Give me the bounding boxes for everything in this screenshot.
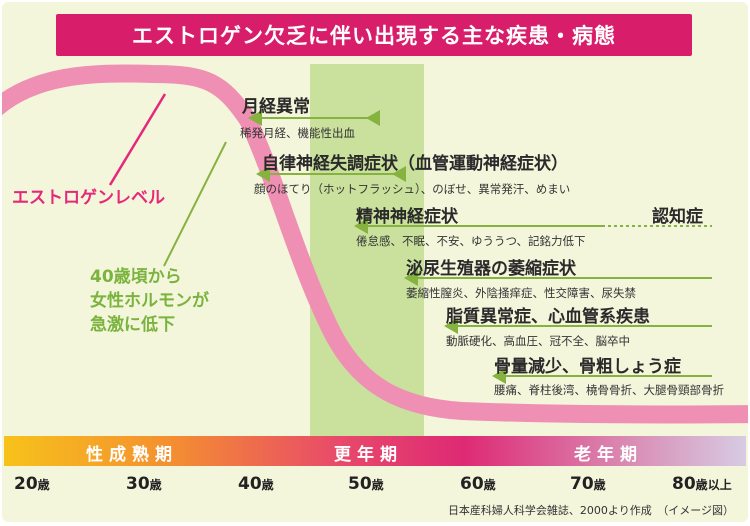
age-tick-30: 30歳 [126, 474, 162, 494]
condition-psycho-detail: 倦怠感、不眠、不安、ゆううつ、記銘力低下 [356, 234, 586, 248]
condition-bone-name: 骨量減少、骨粗しょう症 [494, 357, 681, 377]
condition-cardio-name: 脂質異常症、心血管系疾患 [446, 307, 650, 327]
decline-note-line-3: 急激に低下 [90, 315, 175, 335]
age-tick-70: 70歳 [570, 474, 606, 494]
age-tick-60: 60歳 [460, 474, 496, 494]
estrogen-curve [2, 64, 748, 424]
decline-note-leader [163, 141, 227, 267]
phase-reproductive: 性成熟期 [86, 445, 178, 465]
phase-menopause: 更年期 [334, 445, 403, 465]
life-phase-bar [4, 436, 746, 466]
condition-psycho-name: 精神神経症状 [356, 207, 458, 227]
condition-cardio-detail: 動脈硬化、高血圧、冠不全、脳卒中 [446, 334, 630, 348]
decline-note-line-1: 40歳頃から [90, 267, 182, 287]
condition-autonomic-name: 自律神経失調症状（血管運動神経症状） [262, 154, 568, 174]
phase-senescence: 老年期 [574, 445, 643, 465]
curve-label-leader [108, 93, 167, 186]
condition-menstrual-name: 月経異常 [242, 97, 310, 117]
condition-dementia-label: 認知症 [652, 207, 703, 227]
decline-note: 40歳頃から 女性ホルモンが 急激に低下 [90, 265, 209, 337]
age-tick-80-plus: 80歳以上 [672, 474, 732, 494]
condition-bone-detail: 腰痛、脊柱後湾、橈骨骨折、大腿骨頸部骨折 [494, 383, 724, 397]
estrogen-level-label: エストロゲンレベル [12, 188, 165, 208]
condition-urogenital-detail: 萎縮性膣炎、外陰掻痒症、性交障害、尿失禁 [406, 286, 636, 300]
decline-note-line-2: 女性ホルモンが [90, 291, 209, 311]
age-tick-40: 40歳 [238, 474, 274, 494]
condition-menstrual-detail: 稀発月経、機能性出血 [240, 126, 355, 140]
source-note: 日本産科婦人科学会雑誌、2000より作成 （イメージ図） [447, 504, 734, 517]
title-banner: エストロゲン欠乏に伴い出現する主な疾患・病態 [56, 14, 692, 56]
condition-urogenital-name: 泌尿生殖器の萎縮症状 [406, 259, 576, 279]
age-tick-50: 50歳 [348, 474, 384, 494]
age-tick-20: 20歳 [14, 474, 50, 494]
condition-autonomic-detail: 顔のほてり（ホットフラッシュ）、のぼせ、異常発汗、めまい [254, 182, 571, 196]
